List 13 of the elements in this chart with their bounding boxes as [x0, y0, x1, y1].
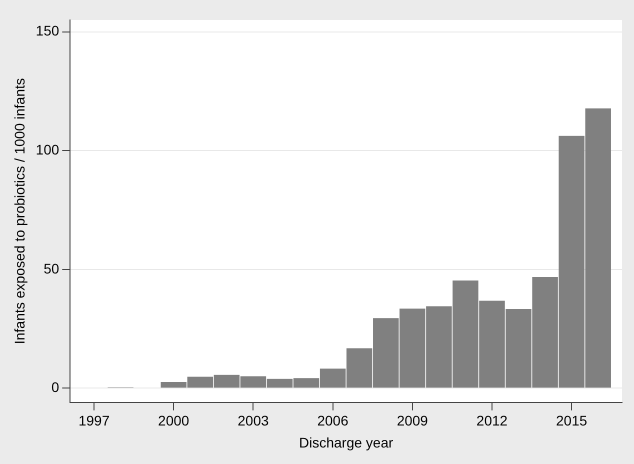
x-tick-label: 2003 [238, 412, 269, 429]
x-axis-title: Discharge year [299, 434, 394, 450]
x-tick-label: 2015 [556, 412, 588, 429]
y-axis-title: Infants exposed to probiotics / 1000 infants [11, 78, 28, 344]
y-tick-label: 0 [51, 379, 60, 396]
x-tick-label: 2006 [317, 412, 349, 429]
x-tick-label: 2000 [158, 412, 190, 429]
y-tick-label: 150 [36, 22, 60, 39]
x-tick-label: 2009 [396, 412, 428, 429]
y-tick-label: 50 [44, 260, 60, 276]
x-tick-label: 2012 [476, 412, 508, 429]
y-tick-label: 100 [36, 141, 60, 158]
x-tick-label: 1997 [78, 412, 110, 429]
